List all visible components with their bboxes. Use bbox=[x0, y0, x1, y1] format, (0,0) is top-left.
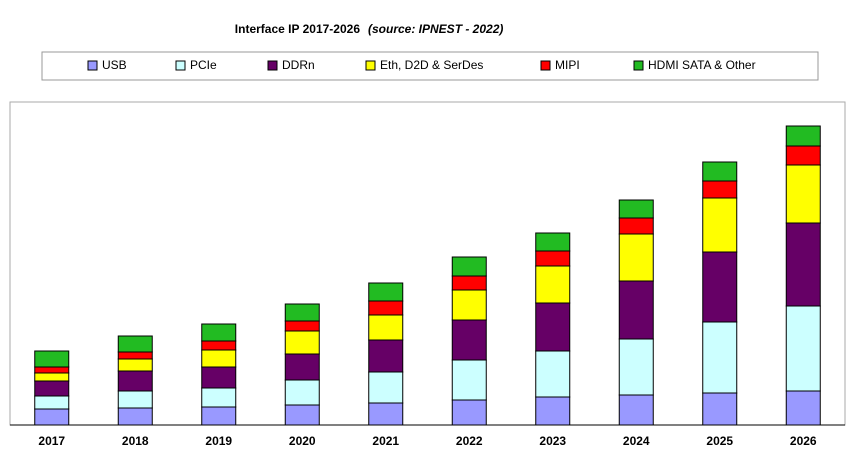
chart-subtitle: (source: IPNEST - 2022) bbox=[368, 22, 503, 36]
legend-label: HDMI SATA & Other bbox=[648, 58, 756, 72]
bar-segment bbox=[117, 351, 153, 360]
bar-segment bbox=[34, 408, 70, 426]
x-tick-label: 2021 bbox=[372, 434, 399, 448]
x-tick-label: 2023 bbox=[539, 434, 566, 448]
legend-swatch bbox=[175, 60, 186, 71]
bar-segment bbox=[785, 145, 821, 166]
bar-segment bbox=[284, 330, 320, 355]
bar-segment bbox=[201, 340, 237, 351]
bar-segment bbox=[702, 197, 738, 253]
bar-segment bbox=[368, 371, 404, 404]
bar-segment bbox=[702, 392, 738, 426]
x-tick-label: 2026 bbox=[790, 434, 817, 448]
bar-segment bbox=[535, 350, 571, 398]
legend-label: Eth, D2D & SerDes bbox=[380, 58, 483, 72]
x-tick-label: 2020 bbox=[289, 434, 316, 448]
bar-segment bbox=[535, 250, 571, 267]
legend-swatch bbox=[87, 60, 98, 71]
bar-segment bbox=[618, 217, 654, 235]
bar-segment bbox=[368, 282, 404, 302]
bar-segment bbox=[618, 233, 654, 282]
bar-segment bbox=[34, 372, 70, 382]
bar-segment bbox=[618, 280, 654, 340]
bar-segment bbox=[702, 161, 738, 182]
bar-segment bbox=[117, 358, 153, 372]
bar-segment bbox=[785, 390, 821, 426]
bar-segment bbox=[785, 222, 821, 307]
bar-segment bbox=[535, 265, 571, 304]
bar-segment bbox=[284, 320, 320, 332]
bar-segment bbox=[618, 199, 654, 219]
bar-segment bbox=[368, 314, 404, 341]
chart-title: Interface IP 2017-2026 bbox=[235, 22, 361, 36]
bar-segment bbox=[368, 402, 404, 426]
x-tick-label: 2022 bbox=[456, 434, 483, 448]
x-tick-label: 2017 bbox=[38, 434, 65, 448]
bar-segment bbox=[284, 404, 320, 426]
legend-swatch bbox=[540, 60, 551, 71]
bar-segment bbox=[702, 180, 738, 199]
bar-segment bbox=[117, 335, 153, 353]
bar-segment bbox=[785, 125, 821, 147]
bar-segment bbox=[368, 300, 404, 316]
bar-segment bbox=[284, 353, 320, 381]
bar-segment bbox=[785, 305, 821, 392]
legend-label: DDRn bbox=[282, 58, 315, 72]
bar-segment bbox=[451, 319, 487, 361]
legend-swatch bbox=[267, 60, 278, 71]
bar-segment bbox=[702, 251, 738, 323]
bar-segment bbox=[284, 379, 320, 406]
bar-segment bbox=[34, 350, 70, 368]
legend-label: MIPI bbox=[555, 58, 580, 72]
bar-segment bbox=[535, 396, 571, 426]
bar-segment bbox=[535, 232, 571, 252]
bar-segment bbox=[451, 289, 487, 321]
legend-swatch bbox=[365, 60, 376, 71]
bar-segment bbox=[201, 323, 237, 342]
bar-segment bbox=[618, 338, 654, 396]
x-tick-label: 2019 bbox=[205, 434, 232, 448]
bar-segment bbox=[201, 406, 237, 426]
bar-segment bbox=[117, 407, 153, 426]
x-tick-label: 2024 bbox=[623, 434, 650, 448]
bar-segment bbox=[785, 164, 821, 224]
x-tick-label: 2018 bbox=[122, 434, 149, 448]
legend-label: USB bbox=[102, 58, 127, 72]
bar-segment bbox=[702, 321, 738, 394]
bar-segment bbox=[201, 366, 237, 389]
bar-segment bbox=[117, 370, 153, 392]
bar-segment bbox=[117, 390, 153, 409]
bar-segment bbox=[34, 366, 70, 374]
bar-segment bbox=[451, 256, 487, 277]
bar-segment bbox=[451, 399, 487, 426]
x-tick-label: 2025 bbox=[706, 434, 733, 448]
bar-segment bbox=[201, 387, 237, 408]
bar-segment bbox=[451, 275, 487, 291]
bar-segment bbox=[368, 339, 404, 373]
bar-segment bbox=[34, 380, 70, 397]
bar-segment bbox=[535, 302, 571, 352]
bar-segment bbox=[451, 359, 487, 401]
bar-segment bbox=[618, 394, 654, 426]
legend-swatch bbox=[633, 60, 644, 71]
legend-label: PCIe bbox=[190, 58, 217, 72]
bar-segment bbox=[284, 303, 320, 322]
bar-segment bbox=[34, 395, 70, 410]
legend-box bbox=[41, 51, 819, 81]
bar-segment bbox=[201, 349, 237, 368]
